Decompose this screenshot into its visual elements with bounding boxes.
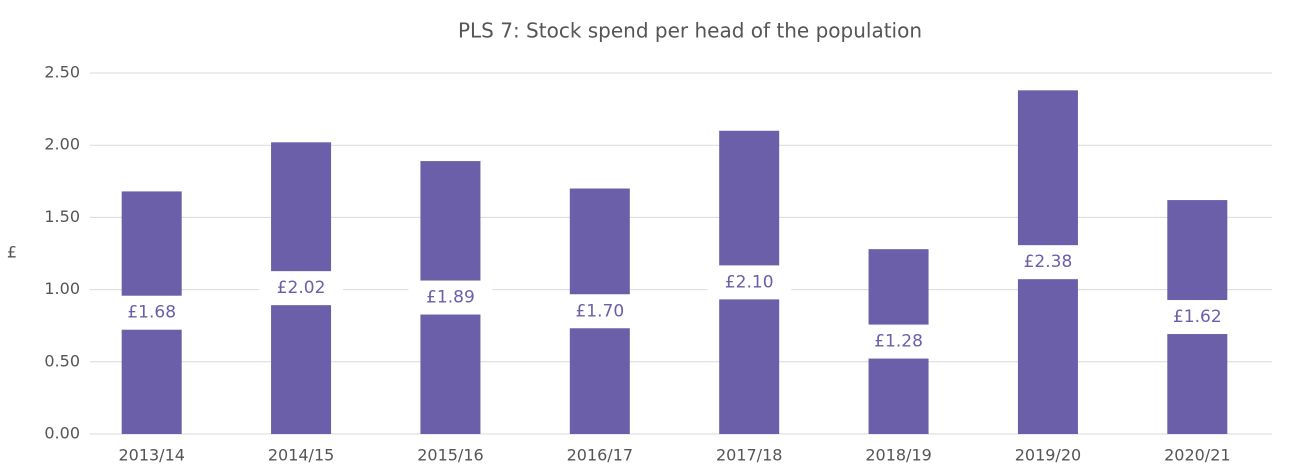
chart-title: PLS 7: Stock spend per head of the popul… (458, 19, 922, 43)
value-label-box (1005, 245, 1090, 280)
value-label: £1.28 (874, 332, 923, 352)
y-tick-label: 2.00 (44, 135, 80, 154)
x-tick-label: 2016/17 (567, 446, 633, 465)
y-tick-label: 1.50 (44, 207, 80, 226)
y-tick-label: 1.00 (44, 279, 80, 298)
y-tick-label: 0.00 (44, 424, 80, 443)
value-label-box (259, 271, 344, 306)
x-tick-label: 2014/15 (268, 446, 334, 465)
value-label: £2.38 (1024, 252, 1073, 272)
value-label: £2.02 (277, 278, 326, 298)
value-label-box (557, 294, 642, 329)
value-label-box (1155, 300, 1240, 335)
value-label: £1.89 (426, 288, 475, 308)
x-tick-label: 2018/19 (865, 446, 931, 465)
value-label: £2.10 (725, 272, 774, 292)
x-tick-label: 2019/20 (1015, 446, 1081, 465)
x-tick-label: 2017/18 (716, 446, 782, 465)
value-label-box (408, 280, 493, 315)
y-tick-label: 2.50 (44, 63, 80, 82)
y-tick-label: 0.50 (44, 351, 80, 370)
value-label-box (707, 265, 792, 300)
value-label: £1.68 (127, 303, 176, 323)
value-label: £1.62 (1173, 307, 1222, 327)
value-label-box (856, 324, 941, 359)
x-tick-label: 2013/14 (118, 446, 184, 465)
y-axis-label: £ (7, 243, 17, 262)
value-label: £1.70 (575, 301, 624, 321)
value-label-box (109, 295, 194, 330)
x-tick-label: 2020/21 (1164, 446, 1230, 465)
x-tick-label: 2015/16 (417, 446, 483, 465)
